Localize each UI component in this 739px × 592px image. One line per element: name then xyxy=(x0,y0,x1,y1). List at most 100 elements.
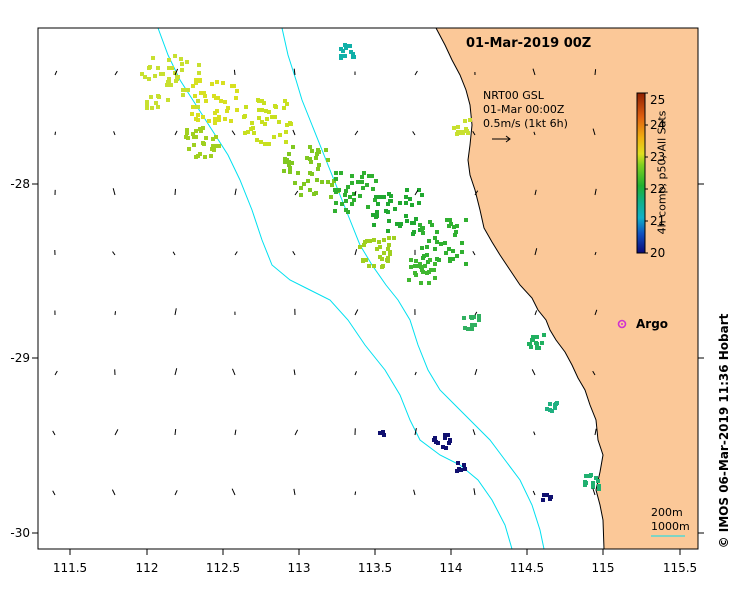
colorbar-tick: 23 xyxy=(650,150,665,164)
sst-pixel xyxy=(422,254,426,258)
sst-pixel xyxy=(285,102,289,106)
sst-pixel xyxy=(272,135,276,139)
sst-pixel xyxy=(382,251,386,255)
sst-pixel xyxy=(545,493,549,497)
sst-pixel xyxy=(362,243,366,247)
sst-pixel xyxy=(433,276,437,280)
sst-pixel xyxy=(393,207,397,211)
current-vector xyxy=(414,70,418,76)
sst-pixel xyxy=(213,121,217,125)
current-vector xyxy=(114,70,118,76)
sst-pixel xyxy=(351,52,355,56)
sst-pixel xyxy=(404,195,408,199)
sst-pixel xyxy=(456,461,460,465)
current-vector xyxy=(292,129,296,136)
sst-pixel xyxy=(229,119,233,123)
sst-pixel xyxy=(425,271,429,275)
sst-pixel xyxy=(201,115,205,119)
sst-pixel xyxy=(211,144,215,148)
sst-pixel xyxy=(392,236,396,240)
sst-pixel xyxy=(260,108,264,112)
sst-pixel xyxy=(377,195,381,199)
sst-pixel xyxy=(398,224,402,228)
sst-pixel xyxy=(418,223,422,227)
sst-pixel xyxy=(454,230,458,234)
current-vector xyxy=(233,69,236,76)
sst-pixel xyxy=(550,409,554,413)
x-tick-label: 115 xyxy=(592,561,615,575)
sst-pixel xyxy=(210,82,214,86)
sst-pixel xyxy=(194,155,198,159)
current-vector xyxy=(414,428,417,436)
current-vector xyxy=(472,251,476,256)
current-vector xyxy=(354,130,359,136)
current-vector xyxy=(472,429,476,436)
sst-pixel xyxy=(207,119,211,123)
sst-pixel xyxy=(371,187,375,191)
sst-pixel xyxy=(140,72,144,76)
sst-pixel xyxy=(360,175,364,179)
sst-pixel xyxy=(444,446,448,450)
current-vector xyxy=(174,490,178,496)
sst-pixel xyxy=(417,201,421,205)
sst-pixel xyxy=(337,188,341,192)
sst-pixel xyxy=(453,233,457,237)
sst-pixel xyxy=(449,222,453,226)
current-vector xyxy=(114,429,119,436)
sst-pixel xyxy=(153,74,157,78)
sst-pixel xyxy=(185,60,189,64)
sst-pixel xyxy=(315,178,319,182)
sst-pixel xyxy=(381,264,385,268)
sst-pixel xyxy=(198,152,202,156)
current-vector xyxy=(174,428,177,436)
sst-pixel xyxy=(350,202,354,206)
sst-pixel xyxy=(542,493,546,497)
sst-pixel xyxy=(334,190,338,194)
sst-pixel xyxy=(343,193,347,197)
sst-pixel xyxy=(151,56,155,60)
sst-pixel xyxy=(296,171,300,175)
sst-pixel xyxy=(412,230,416,234)
sst-pixel xyxy=(288,168,292,172)
sst-pixel xyxy=(459,131,463,135)
sst-pixel xyxy=(541,498,545,502)
sst-pixel xyxy=(217,115,221,119)
x-tick-label: 113 xyxy=(288,561,311,575)
sst-pixel xyxy=(417,188,421,192)
sst-pixel xyxy=(433,236,437,240)
sst-pixel xyxy=(368,239,372,243)
current-vectors xyxy=(52,68,598,496)
sst-pixel xyxy=(198,78,202,82)
depth-label-1000: 1000m xyxy=(651,520,690,533)
sst-pixel xyxy=(306,179,310,183)
current-vector xyxy=(592,370,596,376)
sst-pixel xyxy=(464,218,468,222)
sst-pixel xyxy=(305,156,309,160)
sst-pixel xyxy=(370,174,374,178)
sst-pixel xyxy=(441,445,445,449)
sst-pixel xyxy=(217,118,221,122)
current-vector xyxy=(54,131,56,136)
current-vector xyxy=(474,368,478,376)
sst-pixel xyxy=(367,264,371,268)
sst-pixel xyxy=(267,142,271,146)
sst-pixel xyxy=(194,135,198,139)
sst-pixel xyxy=(365,183,369,187)
scale-arrow xyxy=(492,135,511,143)
current-vector xyxy=(531,369,536,376)
sst-pixel xyxy=(351,55,355,59)
info-line-time: 01-Mar 00:00Z xyxy=(483,103,565,116)
sst-pixel xyxy=(333,209,337,213)
sst-pixel xyxy=(185,128,189,132)
sst-pixel xyxy=(145,103,149,107)
sst-pixel xyxy=(423,264,427,268)
sst-pixel xyxy=(242,115,246,119)
sst-pixel xyxy=(460,241,464,245)
sst-pixel xyxy=(405,219,409,223)
sst-pixel xyxy=(196,105,200,109)
sst-pixel xyxy=(350,174,354,178)
sst-pixel xyxy=(361,186,365,190)
sst-pixel xyxy=(378,245,382,249)
current-vector xyxy=(234,188,237,196)
